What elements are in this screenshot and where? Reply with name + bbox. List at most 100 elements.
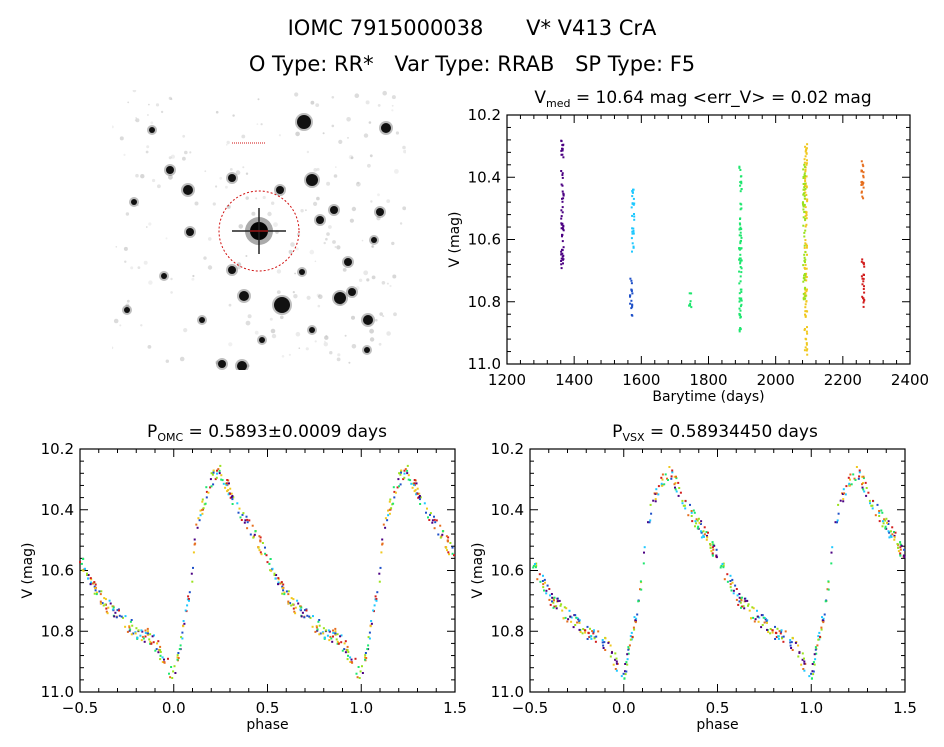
data-point xyxy=(562,194,565,197)
data-point xyxy=(640,588,643,591)
data-point xyxy=(315,625,318,628)
data-point xyxy=(867,491,870,494)
faint-star xyxy=(208,237,212,241)
figure-subtitle: O Type: RR* Var Type: RRAB SP Type: F5 xyxy=(0,52,944,76)
data-point xyxy=(792,637,794,640)
faint-star xyxy=(246,364,250,368)
data-point xyxy=(802,216,805,219)
data-point xyxy=(558,599,561,602)
data-point xyxy=(418,496,421,498)
data-point xyxy=(136,637,139,640)
data-point xyxy=(244,519,247,522)
data-point xyxy=(806,348,809,351)
data-point xyxy=(695,518,698,521)
faint-star xyxy=(127,101,130,104)
data-point xyxy=(740,247,743,250)
data-point xyxy=(887,520,890,523)
data-point xyxy=(220,474,223,477)
faint-star xyxy=(402,145,406,150)
data-point xyxy=(561,176,564,179)
data-point xyxy=(691,520,694,523)
data-point xyxy=(698,521,701,524)
data-point xyxy=(361,672,364,674)
faint-star xyxy=(146,145,150,149)
data-point xyxy=(176,654,179,657)
data-point xyxy=(418,492,421,495)
data-point xyxy=(245,515,248,518)
plot3-xtick-label: 0.5 xyxy=(706,699,730,717)
data-point xyxy=(858,469,861,472)
data-point xyxy=(260,553,263,556)
data-point xyxy=(690,511,693,514)
data-point xyxy=(129,620,132,623)
data-point xyxy=(805,212,808,215)
star xyxy=(316,216,324,224)
data-point xyxy=(266,561,269,564)
data-point xyxy=(562,617,565,620)
data-point xyxy=(639,588,641,591)
aperture-circle xyxy=(218,190,300,272)
data-point xyxy=(269,558,272,560)
data-point xyxy=(668,466,671,468)
sky-image-stamp xyxy=(112,90,406,370)
data-point xyxy=(418,498,421,501)
data-point xyxy=(632,203,635,206)
star xyxy=(149,127,155,133)
data-point xyxy=(723,578,726,581)
data-point xyxy=(849,478,851,481)
faint-star xyxy=(382,90,388,96)
faint-star xyxy=(344,334,347,337)
star xyxy=(344,258,352,266)
data-point xyxy=(744,600,747,603)
faint-star xyxy=(313,168,318,172)
data-point xyxy=(220,478,223,481)
faint-star xyxy=(306,150,310,154)
data-point xyxy=(319,632,322,635)
data-point xyxy=(300,615,303,618)
data-point xyxy=(630,288,633,291)
data-point xyxy=(632,245,635,248)
data-point xyxy=(805,330,808,333)
data-point xyxy=(553,605,556,608)
data-point xyxy=(100,590,103,593)
data-point xyxy=(660,476,663,479)
data-point xyxy=(328,630,331,633)
faint-star xyxy=(255,197,258,200)
data-point xyxy=(804,291,807,294)
data-point xyxy=(159,651,162,653)
data-point xyxy=(862,261,865,264)
data-point xyxy=(211,473,214,476)
data-point xyxy=(697,517,700,520)
data-point xyxy=(559,604,562,607)
data-point xyxy=(623,677,626,680)
object-id: IOMC 7915000038 xyxy=(287,16,484,40)
data-point xyxy=(834,521,837,524)
data-point xyxy=(872,499,874,502)
data-point xyxy=(560,260,563,262)
data-point xyxy=(739,305,742,308)
data-point xyxy=(390,507,393,510)
data-point xyxy=(735,598,738,601)
faint-star xyxy=(254,330,259,335)
data-point xyxy=(561,211,564,214)
data-point xyxy=(553,596,556,599)
data-point xyxy=(95,593,98,596)
data-point xyxy=(561,206,564,209)
data-point xyxy=(805,152,808,155)
data-point xyxy=(340,641,343,644)
faint-star xyxy=(316,293,321,298)
data-point xyxy=(622,672,625,675)
data-point xyxy=(290,597,293,600)
star xyxy=(274,297,290,313)
data-point xyxy=(327,629,330,632)
data-point xyxy=(382,523,385,526)
star xyxy=(306,174,318,186)
var-type: Var Type: RRAB xyxy=(394,52,555,76)
data-point xyxy=(229,496,232,499)
faint-star xyxy=(145,150,149,154)
data-point xyxy=(730,589,733,592)
data-point xyxy=(715,556,718,559)
data-point xyxy=(735,588,738,590)
data-point xyxy=(732,589,735,592)
data-point xyxy=(627,648,630,651)
